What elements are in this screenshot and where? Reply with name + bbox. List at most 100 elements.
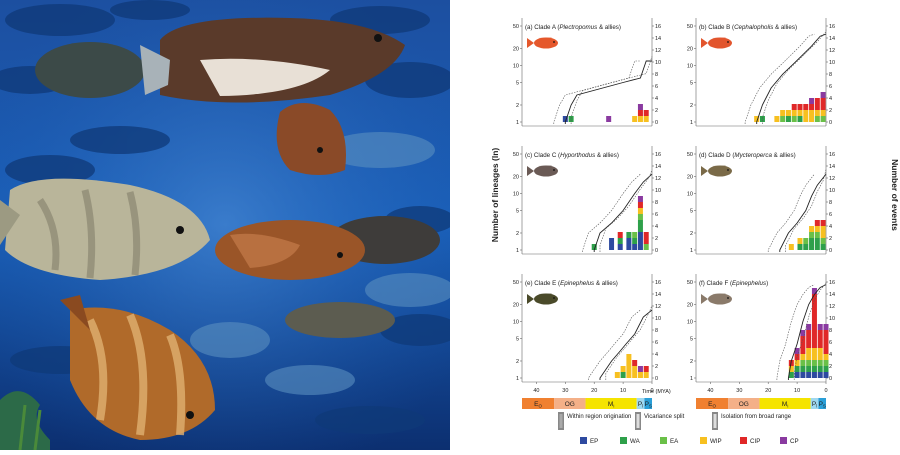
event-bar-segment [637, 220, 643, 232]
event-bar-segment [620, 372, 626, 378]
panel-title-genus: Epinephelus [560, 280, 594, 287]
fish-body-icon [708, 293, 732, 305]
event-bar-segment [632, 244, 638, 250]
epoch-label: EO [708, 401, 716, 409]
fish-eye-icon [727, 297, 729, 299]
ltt-confidence-upper [767, 173, 815, 252]
event-bar-segment [800, 360, 806, 366]
right-tick-label: 4 [655, 224, 658, 230]
epoch-subscript: i [613, 404, 614, 409]
panel-title-suffix: & allies) [597, 24, 621, 31]
epoch-subscript: O [712, 404, 716, 409]
event-bar-segment [759, 116, 765, 122]
event-bar-segment [643, 244, 649, 250]
event-bar-segment [809, 226, 815, 232]
left-tick-label: 5 [690, 209, 693, 215]
left-tick-label: 10 [513, 63, 519, 69]
epoch-subscript: O [538, 404, 542, 409]
event-bar-segment [785, 110, 791, 116]
epoch-label: EO [534, 401, 542, 409]
event-legend-label: Isolation from broad range [721, 414, 792, 420]
right-tick-label: 8 [655, 200, 658, 206]
event-bar-segment [637, 202, 643, 208]
left-tick-label: 2 [516, 359, 519, 365]
event-bar-segment [568, 116, 574, 122]
left-tick-label: 1 [690, 376, 693, 382]
epoch-label: Pl [638, 401, 643, 409]
right-tick-label: 8 [829, 328, 832, 334]
event-bar-segment [806, 372, 812, 378]
fish-tail-icon [527, 166, 534, 176]
left-tick-label: 2 [690, 103, 693, 109]
epoch-band [644, 398, 652, 409]
left-tick-label: 10 [513, 191, 519, 197]
ltt-confidence-upper [582, 173, 641, 252]
event-bar-segment [809, 110, 815, 122]
event-bar-segment [637, 104, 643, 110]
fish-illustration-icon [527, 37, 558, 49]
left-tick-label: 20 [513, 174, 519, 180]
fish-illustration-icon [701, 165, 732, 177]
panel-title-suffix: & allies) [595, 152, 619, 159]
left-tick-label: 2 [690, 231, 693, 237]
event-bar-segment [809, 104, 815, 110]
event-bar-segment [820, 110, 826, 116]
right-tick-label: 0 [655, 248, 658, 254]
epoch-subscript: l [642, 404, 643, 409]
right-tick-label: 10 [655, 60, 661, 66]
event-bar-segment [809, 238, 815, 250]
epoch-name: OG [739, 401, 749, 408]
event-bar-segment [794, 366, 800, 372]
event-bar-segment [791, 110, 797, 116]
left-tick-label: 1 [516, 376, 519, 382]
region-legend-label: CIP [750, 438, 760, 445]
fish-fin-icon [712, 293, 726, 296]
panel-title-suffix: & allies) [772, 152, 796, 159]
epoch-label: Mi [608, 401, 614, 409]
event-bar-segment [811, 348, 817, 360]
epoch-band [585, 398, 637, 409]
epoch-name: E [708, 401, 713, 408]
panel-title: (e) Clade E (Epinephelus & allies) [525, 280, 618, 287]
left-tick-label: 1 [690, 120, 693, 126]
event-legend-swatch-inner [559, 414, 563, 428]
event-bar-segment [643, 232, 649, 244]
event-bar-segment [632, 366, 638, 378]
event-bar-segment [637, 372, 643, 378]
epoch-name: M [782, 401, 787, 408]
event-bar-segment [637, 110, 643, 116]
event-bar-segment [806, 330, 812, 348]
x-tick-label: 0 [824, 388, 827, 394]
event-bar-segment [814, 238, 820, 250]
event-legend-item: Vicariance split [635, 412, 685, 430]
epoch-band [522, 398, 555, 409]
right-tick-label: 4 [655, 96, 658, 102]
ltt-confidence-upper [553, 60, 641, 124]
event-bar-segment [626, 238, 632, 250]
event-bar-segment [817, 324, 823, 330]
left-tick-label: 1 [516, 120, 519, 126]
right-tick-label: 12 [829, 176, 835, 182]
epoch-name: P [819, 401, 823, 408]
event-bar-segment [809, 98, 815, 104]
event-bar-segment [811, 360, 817, 366]
panel-title-prefix: (c) Clade C ( [525, 152, 561, 159]
x-tick-label: 40 [707, 388, 713, 394]
fish-fin-icon [712, 165, 726, 168]
right-tick-label: 4 [655, 352, 658, 358]
event-bar-segment [637, 116, 643, 122]
panel-title: (a) Clade A (Plectropomus & allies) [525, 24, 621, 31]
fish-tail-icon [701, 166, 708, 176]
epoch-label: OG [565, 401, 575, 408]
lineage-through-time-line [756, 33, 827, 124]
right-tick-label: 14 [829, 292, 835, 298]
ltt-confidence-upper [744, 33, 815, 124]
right-tick-label: 2 [829, 236, 832, 242]
event-bar-segment [809, 232, 815, 238]
fish-body-icon [708, 165, 732, 177]
region-legend-label: EP [590, 438, 598, 445]
panel-title: (b) Clade B (Cephalopholis & allies) [699, 24, 797, 31]
